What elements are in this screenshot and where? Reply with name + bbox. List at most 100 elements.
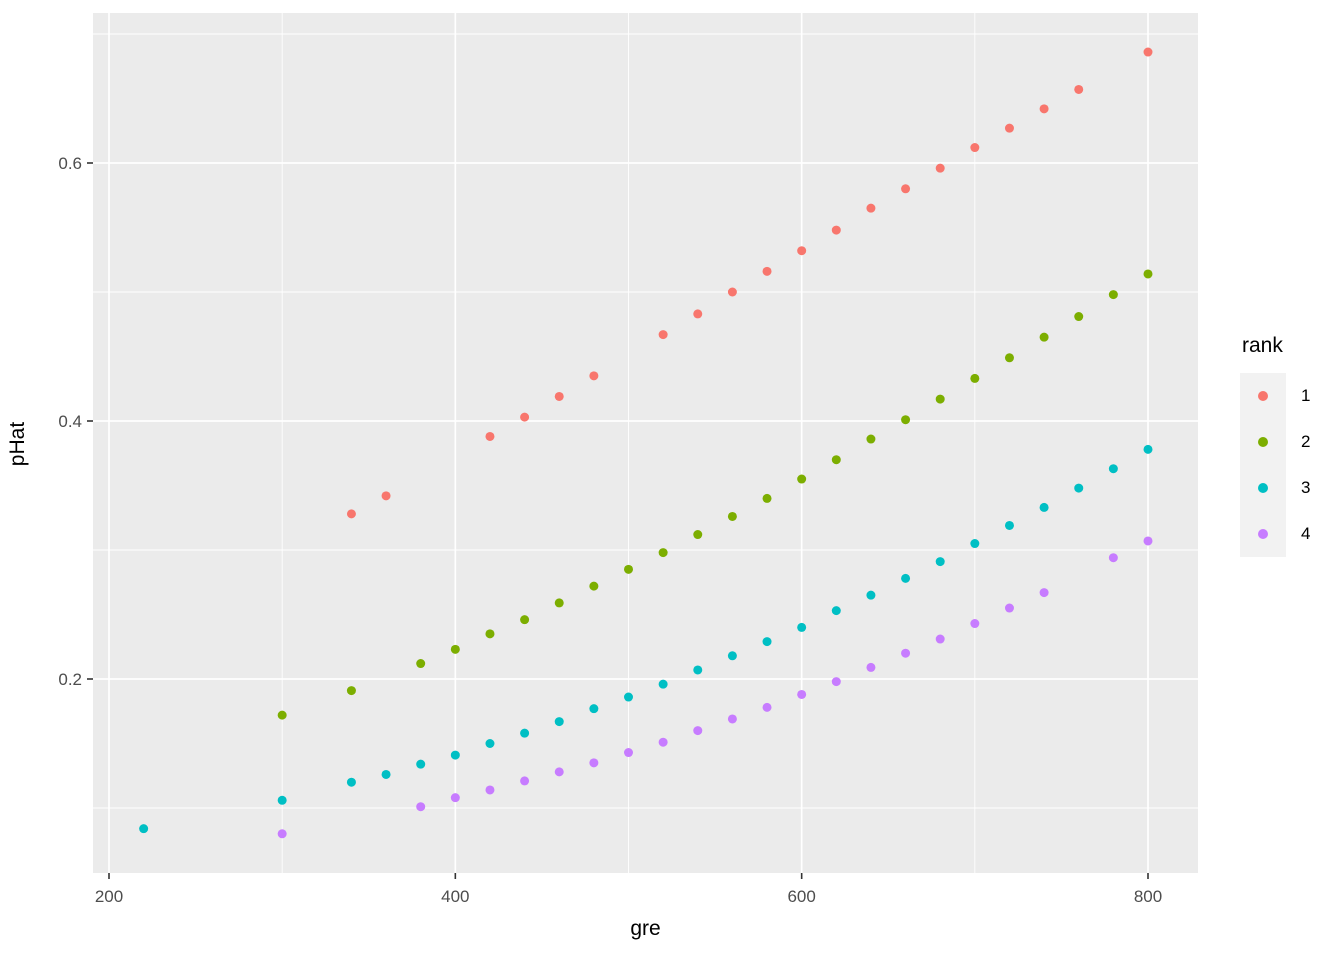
legend-point-icon [1258,483,1268,493]
y-tick-label: 0.4 [58,412,82,431]
data-point [485,431,495,441]
data-point [935,557,945,567]
legend-item: 4 [1240,511,1344,557]
data-point [1004,520,1014,530]
legend-point-icon [1258,529,1268,539]
x-tick-label: 200 [95,887,123,906]
data-point [693,309,703,319]
data-point [970,539,980,549]
data-point [416,802,426,812]
data-point [727,287,737,297]
data-point [1143,536,1153,546]
data-point [866,590,876,600]
data-point [1004,603,1014,613]
data-point [762,702,772,712]
legend-key [1240,465,1286,511]
data-point [1108,553,1118,563]
data-point [901,648,911,658]
data-point [658,548,668,558]
legend-title: rank [1242,334,1283,357]
data-point [693,665,703,675]
legend-item: 1 [1240,373,1344,419]
data-point [416,759,426,769]
data-point [727,651,737,661]
data-point [797,689,807,699]
data-point [970,619,980,629]
data-point [970,373,980,383]
data-point [727,714,737,724]
legend-key [1240,373,1286,419]
data-point [554,717,564,727]
data-point [1039,104,1049,114]
data-point [658,737,668,747]
data-point [935,163,945,173]
data-point [139,824,149,834]
data-point [1143,269,1153,279]
data-point [1004,353,1014,363]
legend-label: 2 [1301,432,1311,451]
data-point [520,615,530,625]
data-point [485,739,495,748]
data-point [901,415,911,425]
data-point [831,606,841,616]
legend-item: 2 [1240,419,1344,465]
data-point [797,474,807,484]
data-point [485,785,495,795]
data-point [589,581,599,591]
data-point [554,767,564,777]
data-point [935,394,945,404]
data-point [762,637,772,647]
data-point [554,391,564,401]
data-point [1108,290,1118,300]
data-point [797,622,807,632]
y-axis-title: pHat [6,421,29,467]
data-point [901,184,911,194]
data-point [346,686,356,696]
data-point [901,573,911,583]
data-point [1108,464,1118,474]
data-point [1039,502,1049,512]
legend-key [1240,511,1286,557]
data-point [416,659,426,669]
data-point [381,491,391,501]
data-point [1004,123,1014,133]
y-tick-label: 0.6 [58,154,82,173]
legend-point-icon [1258,437,1268,447]
data-point [831,455,841,465]
data-point [693,726,703,736]
data-point [520,776,530,786]
data-point [589,371,599,381]
data-point [346,777,356,787]
data-point [277,795,287,805]
data-point [1074,312,1084,322]
data-point [935,634,945,644]
data-point [866,662,876,672]
data-point [1039,588,1049,598]
data-point [658,330,668,340]
data-point [1143,47,1153,57]
legend-label: 1 [1301,386,1311,405]
panel-background [93,13,1198,873]
data-point [831,225,841,235]
x-tick-label: 600 [787,887,815,906]
data-point [624,748,633,758]
legend-label: 3 [1301,478,1311,497]
data-point [727,511,737,521]
data-point [658,679,668,689]
legend-key [1240,419,1286,465]
legend-label: 4 [1301,524,1311,543]
data-point [624,692,633,702]
legend: rank 1 2 3 4 [1240,334,1344,557]
legend-items: 1 2 3 4 [1240,373,1344,557]
data-point [485,629,495,639]
data-point [450,644,460,654]
legend-item: 3 [1240,465,1344,511]
data-point [554,598,564,608]
data-point [450,793,460,803]
legend-point-icon [1258,391,1268,401]
y-tick-label: 0.2 [58,670,82,689]
data-point [589,758,599,768]
data-point [277,710,287,720]
